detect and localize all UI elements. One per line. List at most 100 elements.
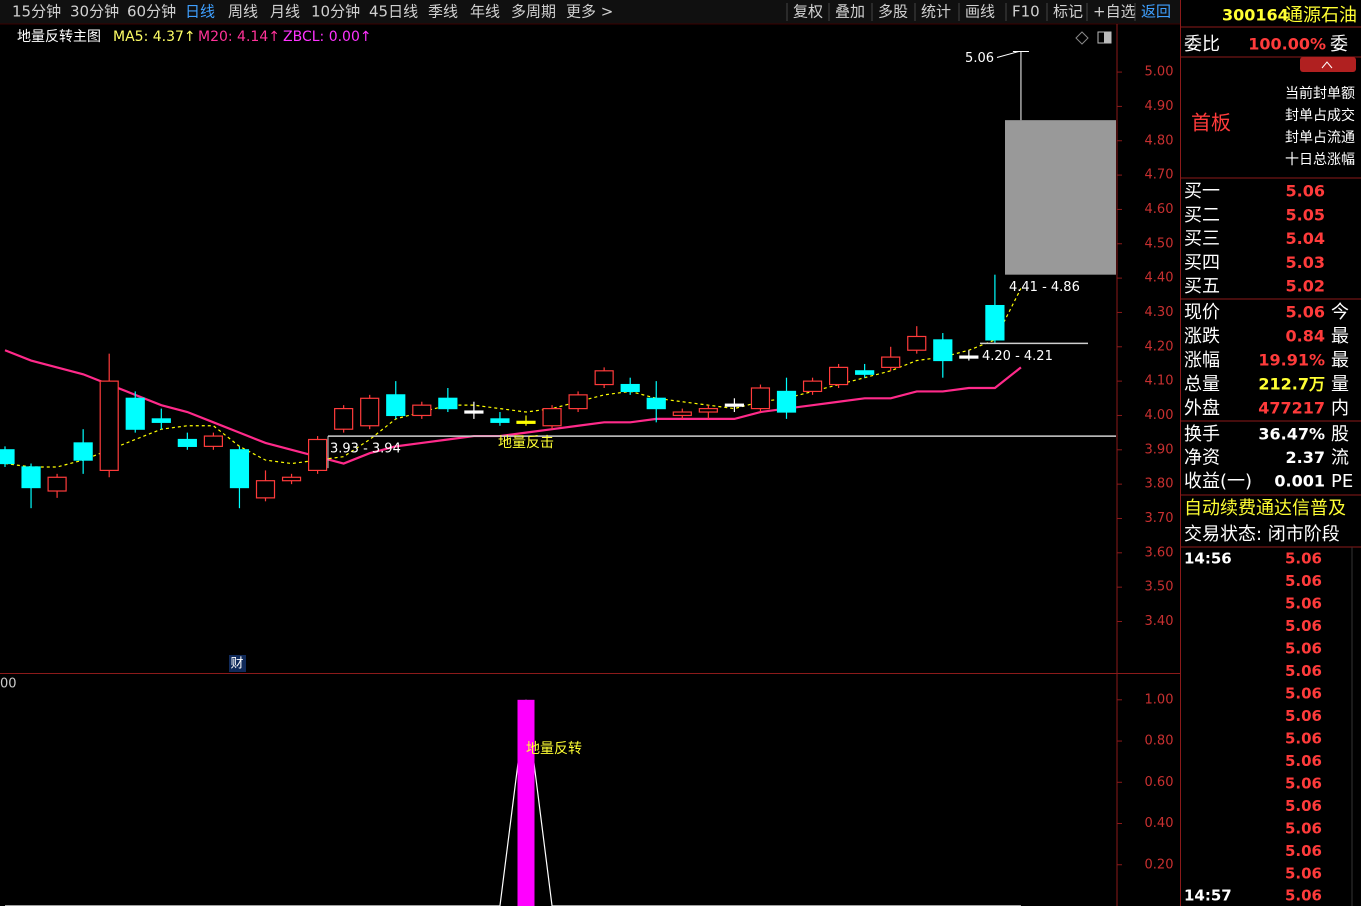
- y-tick-label: 3.60: [1145, 545, 1174, 560]
- period-tab[interactable]: 日线: [185, 3, 215, 21]
- y-tick-label: 0.60: [1145, 775, 1174, 790]
- y-tick-label: 4.70: [1145, 168, 1174, 183]
- icon: [1104, 32, 1111, 43]
- candle-body: [412, 404, 432, 417]
- y-tick-label: 3.50: [1145, 580, 1174, 595]
- bid-price: 5.02: [1286, 277, 1325, 296]
- toolbar-button[interactable]: 叠加: [835, 3, 865, 21]
- candle-body: [21, 466, 41, 489]
- period-tab[interactable]: 周线: [228, 3, 258, 21]
- toolbar-button[interactable]: 复权: [793, 3, 823, 21]
- stat-value: 477217: [1258, 399, 1325, 418]
- toolbar-button[interactable]: +自选: [1093, 3, 1136, 21]
- tick-price: 5.06: [1285, 775, 1322, 793]
- stat-label: 总量: [1184, 374, 1220, 395]
- candle-body: [360, 397, 380, 427]
- signal-label: 地量反转: [526, 741, 582, 757]
- seal-info: 封单占成交: [1285, 107, 1355, 124]
- candle-body: [568, 394, 588, 410]
- bid-label: 买三: [1184, 229, 1220, 250]
- stat-label: 收益(一): [1184, 471, 1252, 492]
- collapse-tab[interactable]: [1300, 57, 1356, 72]
- y-tick-label: 4.40: [1145, 271, 1174, 286]
- stat-label: 量: [1331, 374, 1349, 395]
- toolbar-bg: [0, 0, 1180, 24]
- y-tick-label: 4.50: [1145, 236, 1174, 251]
- candle-body: [933, 339, 953, 362]
- toolbar-button[interactable]: 统计: [921, 3, 951, 21]
- y-tick-label: 4.10: [1145, 374, 1174, 389]
- candle-body: [99, 380, 119, 472]
- bid-label: 买二: [1184, 205, 1220, 226]
- stock-name: 通源石油: [1285, 5, 1357, 26]
- candle-body: [855, 370, 875, 375]
- legend-entry: M20: 4.14↑: [198, 29, 280, 45]
- period-tab[interactable]: 15分钟: [12, 3, 61, 21]
- tick-price: 5.06: [1285, 640, 1322, 658]
- banner[interactable]: 自动续费通达信普及: [1184, 498, 1346, 519]
- event-marker[interactable]: 财: [230, 657, 243, 672]
- period-tab[interactable]: 月线: [270, 3, 300, 21]
- icon[interactable]: [1075, 31, 1089, 45]
- stat-value: 0.84: [1286, 327, 1325, 346]
- stat-label: 股: [1331, 424, 1349, 445]
- legend-entry: ZBCL: 0.00↑: [283, 29, 372, 45]
- stat-label: 外盘: [1184, 398, 1220, 419]
- toolbar-button[interactable]: 多股: [878, 3, 908, 21]
- period-tab[interactable]: 45日线: [369, 3, 418, 21]
- candle-body: [255, 480, 276, 499]
- period-tab[interactable]: 60分钟: [127, 3, 176, 21]
- level-label: 4.20 - 4.21: [982, 349, 1053, 364]
- level-label: 3.93 - 3.94: [330, 442, 401, 457]
- period-tab[interactable]: 年线: [470, 3, 500, 21]
- candle-body: [0, 449, 15, 465]
- stat-label: PE: [1331, 471, 1353, 492]
- y-tick-label: 5.00: [1145, 65, 1174, 80]
- bid-price: 5.03: [1286, 253, 1325, 272]
- stat-value: 0.001: [1274, 472, 1325, 491]
- high-pointer: [996, 50, 1020, 58]
- status: 交易状态: 闭市阶段: [1184, 524, 1340, 545]
- seal-info: 封单占流通: [1285, 130, 1355, 146]
- period-tab[interactable]: 10分钟: [311, 3, 360, 21]
- stat-label: 现价: [1184, 302, 1220, 323]
- period-tab[interactable]: 更多 >: [566, 3, 613, 21]
- candle-body: [464, 410, 484, 414]
- candle-body: [308, 438, 328, 472]
- field-label: 委: [1330, 34, 1348, 55]
- y-tick-label: 3.90: [1145, 442, 1174, 457]
- high-label: 5.06: [965, 51, 994, 66]
- tick-price: 5.06: [1285, 865, 1322, 883]
- toolbar-button[interactable]: 返回: [1141, 3, 1171, 21]
- candle-body: [776, 390, 797, 413]
- toolbar-button[interactable]: 画线: [965, 3, 995, 21]
- bid-price: 5.04: [1286, 229, 1325, 248]
- stat-value: 5.06: [1286, 303, 1325, 322]
- period-tab[interactable]: 多周期: [511, 3, 556, 21]
- bid-label: 买四: [1184, 252, 1220, 273]
- toolbar-button[interactable]: F10: [1012, 3, 1040, 21]
- field-label: 委比: [1184, 34, 1220, 55]
- board-label: 首板: [1191, 111, 1231, 135]
- stat-label: 最: [1331, 326, 1349, 347]
- period-tab[interactable]: 季线: [428, 3, 458, 21]
- stat-label: 净资: [1184, 448, 1220, 469]
- y-tick-label: 4.60: [1145, 202, 1174, 217]
- period-tab[interactable]: 30分钟: [70, 3, 119, 21]
- bid-label: 买一: [1184, 181, 1220, 202]
- candle-body: [959, 355, 979, 359]
- stat-value: 212.7万: [1258, 375, 1325, 394]
- toolbar-button[interactable]: 标记: [1053, 3, 1083, 21]
- stat-label: 最: [1331, 350, 1349, 371]
- stat-label: 内: [1331, 398, 1349, 419]
- candle-body: [73, 442, 93, 461]
- candle-body: [177, 438, 197, 447]
- candle-body: [281, 476, 302, 482]
- candle-body: [334, 407, 354, 430]
- candle-body: [386, 394, 406, 417]
- tick-price: 5.06: [1285, 707, 1322, 725]
- candle-body: [750, 387, 771, 410]
- chart-title: 地量反转主图: [17, 29, 101, 45]
- legend-entry: MA5: 4.37↑: [113, 29, 196, 45]
